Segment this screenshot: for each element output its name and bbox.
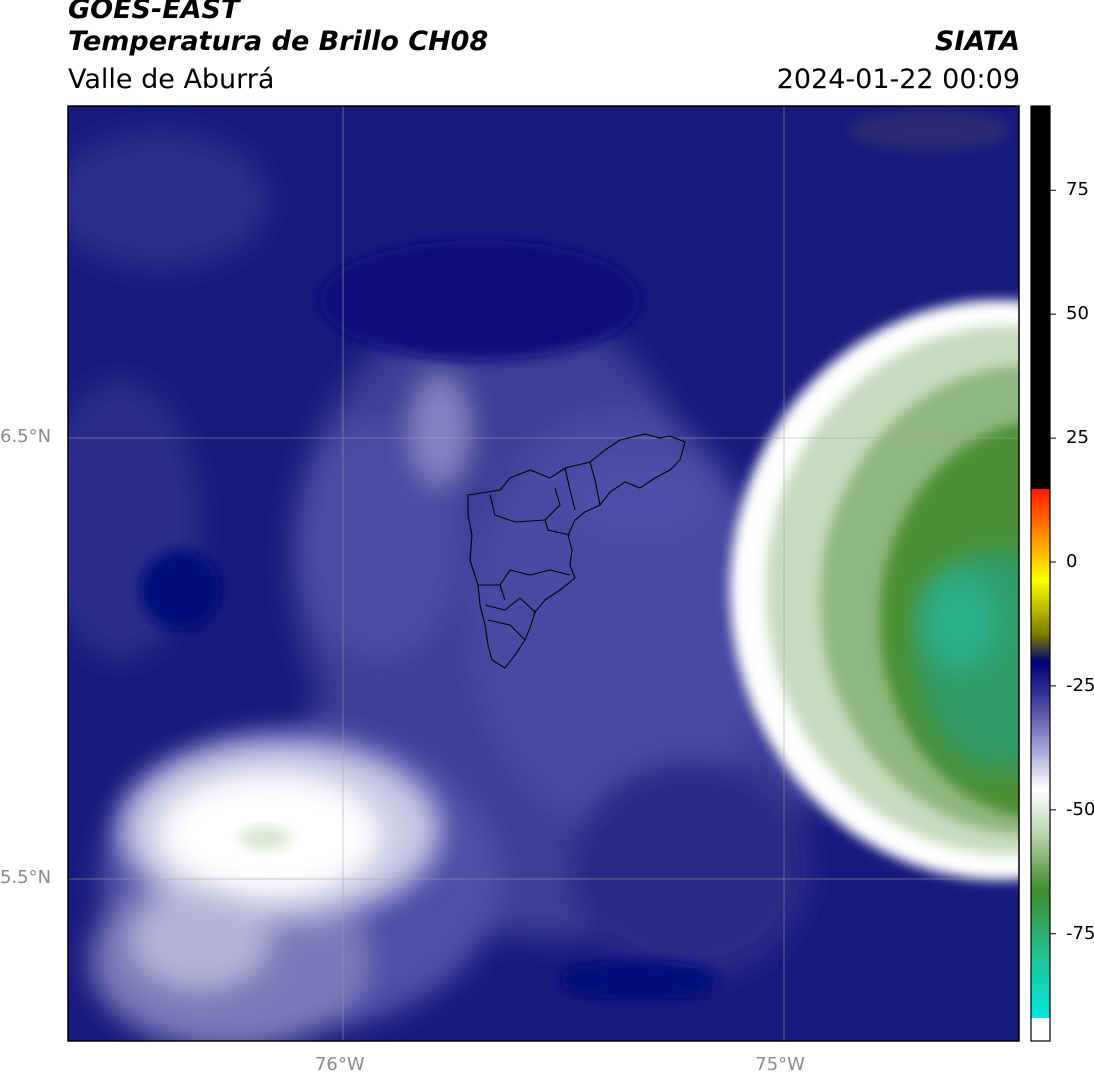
- product-title: Temperatura de Brillo CH08: [68, 26, 489, 57]
- lon-tick-label: 75°W: [755, 1054, 805, 1075]
- colorbar-tick-label: 25: [1066, 427, 1089, 449]
- organization-label: SIATA: [934, 26, 1020, 57]
- map-frame: [67, 105, 1020, 1042]
- colorbar-tick-label: 75: [1066, 179, 1089, 201]
- municipality-boundaries: [467, 433, 686, 669]
- eastern-cloud-system: [730, 300, 1019, 880]
- satellite-title: GOES-EAST: [68, 0, 240, 25]
- colorbar-tick-label: 50: [1066, 303, 1089, 325]
- colorbar-tick-label: -75: [1066, 922, 1094, 944]
- region-subtitle: Valle de Aburrá: [68, 64, 275, 95]
- colorbar-tick-label: -50: [1066, 798, 1094, 820]
- lon-tick-label: 76°W: [314, 1054, 365, 1075]
- colorbar-tick-label: 0: [1066, 551, 1078, 572]
- lat-tick-label: 5.5°N: [0, 866, 52, 888]
- datetime-label: 2024-01-22 00:09: [776, 64, 1020, 95]
- gridlines: [68, 106, 1019, 1041]
- lat-tick-label: 6.5°N: [0, 425, 52, 447]
- temperature-field: [68, 106, 1019, 1041]
- colorbar: [1030, 105, 1056, 1042]
- colorbar-tick-label: -25: [1066, 674, 1094, 696]
